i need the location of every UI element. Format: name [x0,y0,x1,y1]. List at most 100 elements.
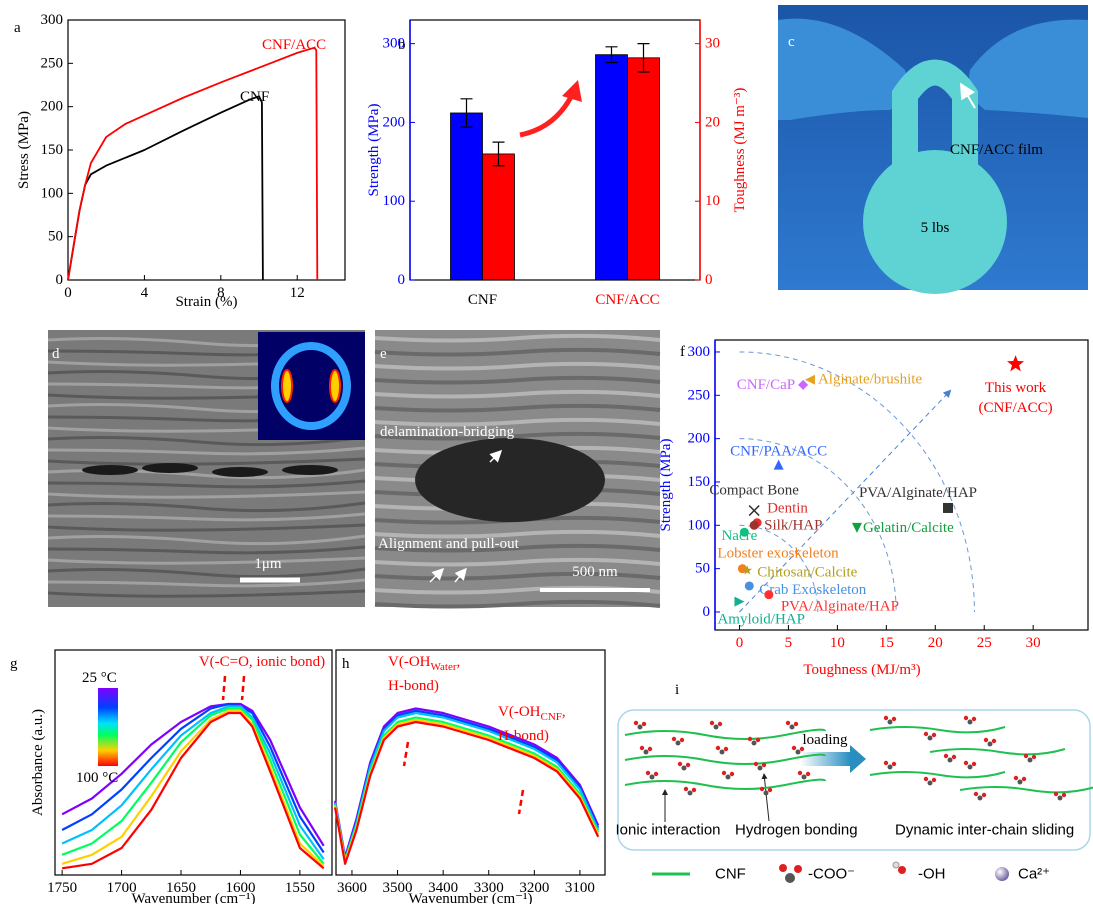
molecule [982,793,986,797]
molecule [884,716,888,720]
molecule [730,772,734,776]
void [282,465,338,475]
molecule [968,720,973,725]
y2-tick-label: 20 [705,114,720,130]
molecule [762,763,766,767]
molecule [654,772,658,776]
y-tick-label: 0 [56,272,64,288]
molecule [758,766,763,771]
y-axis-label: Strength (MPa) [366,104,382,197]
data-point [798,380,808,390]
y-tick-label: 250 [41,55,64,71]
annotation-marker [404,742,408,766]
molecule [1018,780,1023,785]
cnf-chain [625,755,825,764]
data-point [774,460,784,470]
y-axis-label: Absorbance (a.u.) [30,709,46,816]
caption: Ionic interaction [615,822,720,839]
series-label: CNF/ACC [262,37,326,53]
bar [451,113,483,280]
x-tick-label: 25 [977,635,992,651]
annotation-marker [242,676,244,700]
panel-label: e [380,346,387,362]
molecule [714,725,719,730]
colorbar-label: 25 °C [82,670,117,686]
molecule [710,721,714,725]
y-tick-label: 0 [703,604,711,620]
molecule [686,763,690,767]
x-axis-label: Strain (%) [175,294,237,310]
y-tick-label: 150 [41,142,64,158]
saxs-spot [330,370,340,402]
sem-image: delamination-bridging Alignment and pull… [375,330,660,607]
molecule [924,732,928,736]
annotation: H-bond) [388,678,439,694]
molecule [672,737,676,741]
y-tick-label: 100 [383,193,406,209]
pointer [764,774,769,821]
molecule [806,772,810,776]
molecule [944,754,948,758]
point-label: This work [985,380,1047,396]
annotation-part: , [457,654,461,670]
y-tick-label: 200 [383,114,406,130]
molecule [924,777,928,781]
molecule [932,733,936,737]
molecule [992,739,996,743]
point-label: Crab Exoskeleton [759,582,867,598]
molecule [932,778,936,782]
plot-frame [68,20,345,280]
molecule [972,762,976,766]
diagram: loading Ionic interaction Hydrogen bondi… [615,710,1093,883]
annotation: V(-OHWater, [388,654,460,673]
molecule [760,787,764,791]
legend-icon [898,866,906,874]
molecule [642,722,646,726]
point-label: Silk/HAP [764,517,822,533]
caption: Dynamic inter-chain sliding [895,822,1074,839]
molecule [798,771,802,775]
arrow-label: loading [803,732,848,748]
molecule [948,758,953,763]
annotation-part: V(-OH [388,654,431,670]
crack [415,438,605,522]
molecule [644,750,649,755]
molecule [952,755,956,759]
data-point [764,590,773,599]
data-point [852,523,862,533]
x-tick-label: 1550 [285,880,315,896]
point-label: Gelatin/Calcite [863,520,954,536]
legend-icon [779,864,787,872]
scale-label: 1μm [254,556,282,572]
data-line [68,48,317,280]
molecule [764,791,769,796]
data-point [749,506,759,516]
molecule [964,716,968,720]
annotation-marker [519,790,523,814]
legend-label: -COO⁻ [808,866,855,883]
trend-arrow [520,95,572,135]
x-tick-label: 20 [928,635,943,651]
annotation-subscript: CNF [541,711,562,723]
bar [628,58,660,280]
molecule [786,721,790,725]
molecule [972,717,976,721]
molecule [678,762,682,766]
panel-label: c [788,34,795,50]
molecule [884,761,888,765]
page: {"chart_data": [ {"type": "line", "xlabe… [0,0,1093,904]
data-point [745,581,754,590]
molecule [726,775,731,780]
panel-label: f [680,344,685,360]
point-label: Dentin [767,501,808,517]
y-axis-label: Stress (MPa) [16,111,32,189]
molecule [928,736,933,741]
y-tick-label: 300 [41,12,64,28]
molecule [1058,796,1063,801]
photo-annotation: CNF/ACC film [950,142,1043,158]
y-tick-label: 200 [688,431,711,447]
molecule [1062,793,1066,797]
x-tick-label: 15 [879,635,894,651]
legend-icon [995,867,1009,881]
sem-image: 1μm [48,330,365,607]
